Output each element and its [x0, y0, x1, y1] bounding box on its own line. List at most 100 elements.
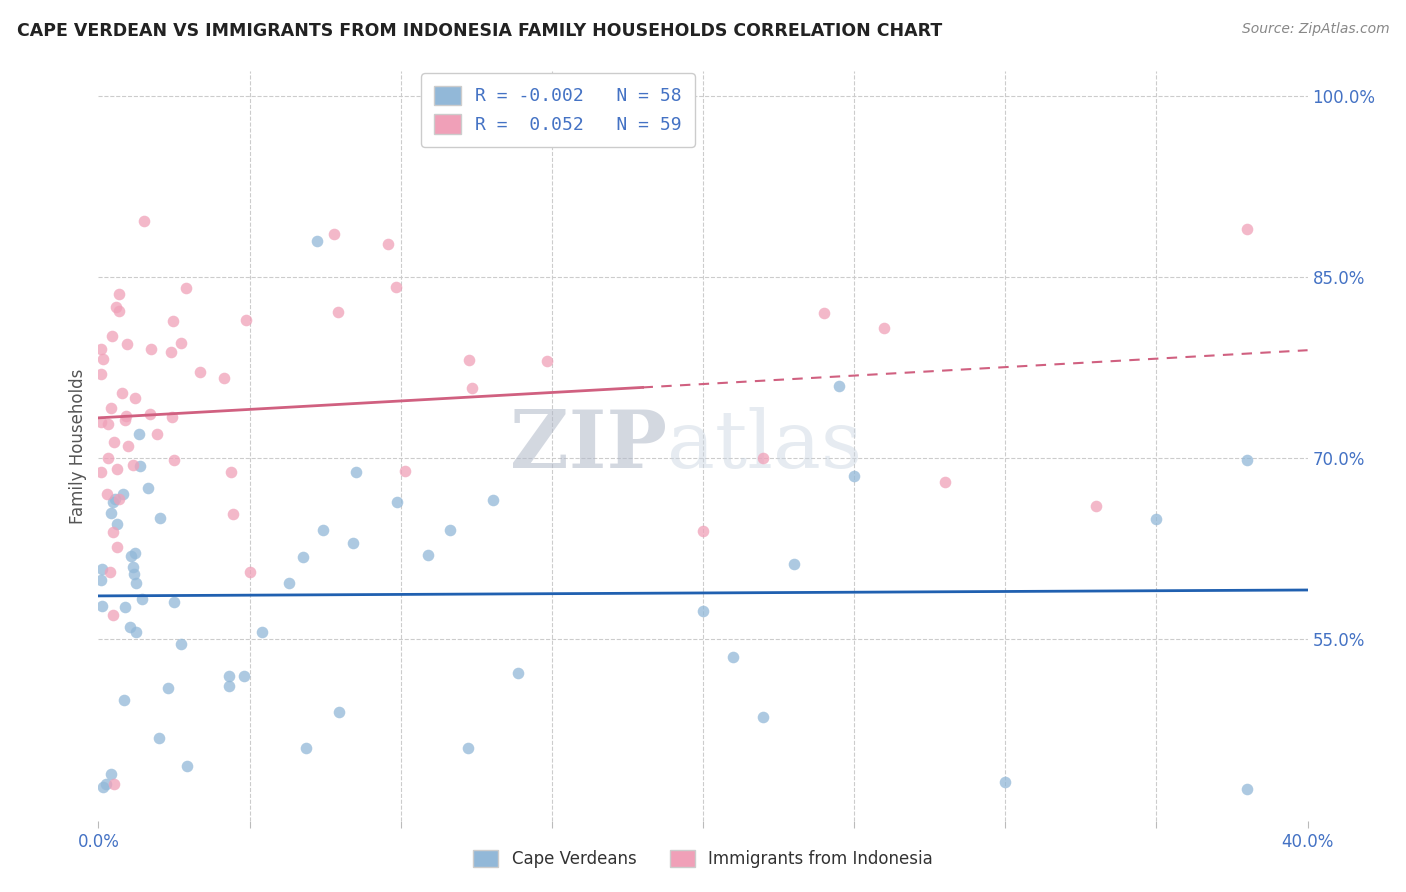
Point [97, 451, 120, 466]
Point [105, 540, 128, 554]
Y-axis label: Family Households: Family Households [69, 368, 87, 524]
Point [482, 493, 505, 508]
Point [292, 550, 315, 565]
Point [394, 464, 416, 478]
Point [873, 321, 896, 335]
Point [90, 415, 112, 429]
Point [96, 777, 118, 791]
Point [176, 759, 198, 773]
Point [138, 481, 160, 495]
Point [108, 304, 131, 318]
Point [934, 475, 956, 490]
Point [170, 637, 193, 651]
Point [295, 741, 318, 756]
Point [460, 380, 482, 394]
Point [1236, 452, 1258, 467]
Point [107, 286, 129, 301]
Point [139, 407, 162, 421]
Point [342, 535, 364, 549]
Point [233, 668, 256, 682]
Point [100, 401, 122, 416]
Point [149, 511, 172, 525]
Point [218, 679, 240, 693]
Point [239, 565, 262, 579]
Point [131, 591, 153, 606]
Point [122, 567, 145, 582]
Point [128, 426, 150, 441]
Point [1236, 782, 1258, 797]
Point [132, 214, 155, 228]
Point [328, 705, 350, 719]
Point [100, 767, 122, 781]
Point [148, 731, 170, 745]
Point [235, 313, 257, 327]
Point [723, 650, 745, 665]
Point [146, 426, 169, 441]
Point [163, 595, 186, 609]
Point [103, 435, 125, 450]
Point [1144, 511, 1167, 525]
Point [114, 413, 136, 427]
Point [125, 624, 148, 639]
Point [506, 665, 529, 680]
Point [115, 336, 138, 351]
Point [994, 775, 1017, 789]
Point [162, 314, 184, 328]
Point [312, 524, 335, 538]
Point [91, 599, 114, 613]
Point [96, 487, 118, 501]
Point [222, 507, 245, 521]
Point [108, 492, 131, 507]
Legend: R = -0.002   N = 58, R =  0.052   N = 59: R = -0.002 N = 58, R = 0.052 N = 59 [422, 73, 695, 147]
Point [90, 342, 112, 356]
Point [112, 486, 135, 500]
Point [1236, 221, 1258, 235]
Point [219, 465, 242, 479]
Point [100, 506, 122, 520]
Point [188, 365, 211, 379]
Point [104, 301, 127, 315]
Point [692, 524, 714, 538]
Point [157, 681, 180, 695]
Point [105, 461, 128, 475]
Point [160, 409, 183, 424]
Point [124, 391, 146, 405]
Point [90, 367, 112, 381]
Point [129, 459, 152, 474]
Point [117, 439, 139, 453]
Point [101, 524, 124, 539]
Point [783, 557, 806, 571]
Point [90, 465, 112, 479]
Point [124, 546, 146, 560]
Point [844, 468, 866, 483]
Point [457, 741, 479, 756]
Point [160, 344, 183, 359]
Point [174, 281, 197, 295]
Point [93, 352, 115, 367]
Point [169, 336, 191, 351]
Point [120, 549, 142, 563]
Text: ZIP: ZIP [510, 407, 666, 485]
Point [250, 624, 273, 639]
Point [97, 417, 120, 432]
Point [101, 608, 124, 623]
Point [139, 342, 162, 356]
Point [344, 465, 367, 479]
Point [218, 668, 240, 682]
Point [121, 559, 143, 574]
Point [212, 371, 235, 385]
Point [323, 227, 346, 241]
Point [91, 780, 114, 794]
Point [752, 451, 775, 466]
Text: Source: ZipAtlas.com: Source: ZipAtlas.com [1241, 22, 1389, 37]
Point [103, 777, 125, 791]
Point [112, 693, 135, 707]
Point [385, 280, 408, 294]
Point [90, 574, 112, 588]
Point [828, 378, 851, 392]
Point [416, 548, 439, 562]
Point [122, 458, 145, 472]
Point [101, 329, 124, 343]
Point [1085, 500, 1108, 514]
Point [105, 517, 128, 532]
